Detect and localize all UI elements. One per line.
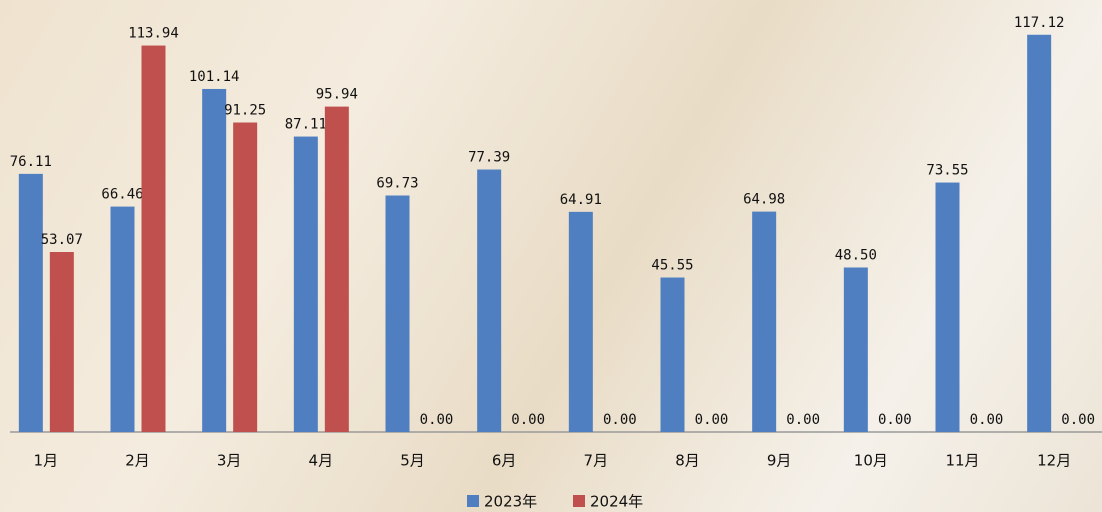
bar <box>568 211 593 432</box>
data-label: 0.00 <box>420 412 454 428</box>
bar <box>1027 34 1052 432</box>
x-tick-label: 9月 <box>767 452 792 470</box>
data-label: 76.11 <box>10 154 52 170</box>
legend: 2023年 2024年 <box>467 493 643 511</box>
x-tick-label: 3月 <box>217 452 242 470</box>
legend-label: 2023年 <box>484 493 537 511</box>
x-tick-label: 8月 <box>675 452 700 470</box>
data-label: 69.73 <box>376 175 418 191</box>
bar <box>324 106 349 432</box>
data-label: 87.11 <box>285 117 327 133</box>
data-label: 0.00 <box>786 412 820 428</box>
data-label: 64.98 <box>743 192 785 208</box>
data-label: 113.94 <box>128 26 179 42</box>
data-label: 101.14 <box>189 69 240 85</box>
bar <box>660 277 685 432</box>
bar <box>935 182 960 432</box>
x-tick-label: 11月 <box>945 452 979 470</box>
data-label: 0.00 <box>695 412 729 428</box>
data-label: 66.46 <box>101 187 143 203</box>
x-tick-label: 4月 <box>309 452 334 470</box>
data-label: 45.55 <box>651 258 693 274</box>
bar <box>477 169 502 432</box>
x-tick-label: 2月 <box>125 452 150 470</box>
data-label: 64.91 <box>560 192 602 208</box>
x-tick-label: 1月 <box>34 452 59 470</box>
data-label: 117.12 <box>1014 15 1065 31</box>
legend-swatch <box>573 495 585 507</box>
data-label: 0.00 <box>511 412 545 428</box>
x-tick-label: 7月 <box>584 452 609 470</box>
bar <box>110 206 135 432</box>
bar <box>202 88 227 433</box>
bar <box>49 252 74 432</box>
data-label: 0.00 <box>1061 412 1095 428</box>
data-label: 77.39 <box>468 150 510 166</box>
data-label: 91.25 <box>224 103 266 119</box>
data-label: 0.00 <box>603 412 637 428</box>
bar <box>18 173 43 433</box>
x-tick-label: 12月 <box>1037 452 1071 470</box>
x-tick-label: 10月 <box>854 452 888 470</box>
bar <box>233 122 258 433</box>
data-label: 53.07 <box>41 232 83 248</box>
bar <box>843 267 868 432</box>
data-label: 0.00 <box>970 412 1004 428</box>
data-label: 0.00 <box>878 412 912 428</box>
bar <box>385 195 410 432</box>
bar <box>293 136 318 432</box>
bar <box>141 45 166 433</box>
bar <box>752 211 777 432</box>
legend-swatch <box>467 495 479 507</box>
data-label: 95.94 <box>316 87 358 103</box>
data-label: 73.55 <box>926 163 968 179</box>
x-tick-label: 5月 <box>400 452 425 470</box>
x-tick-label: 6月 <box>492 452 517 470</box>
data-label: 48.50 <box>835 248 877 264</box>
legend-label: 2024年 <box>590 493 643 511</box>
